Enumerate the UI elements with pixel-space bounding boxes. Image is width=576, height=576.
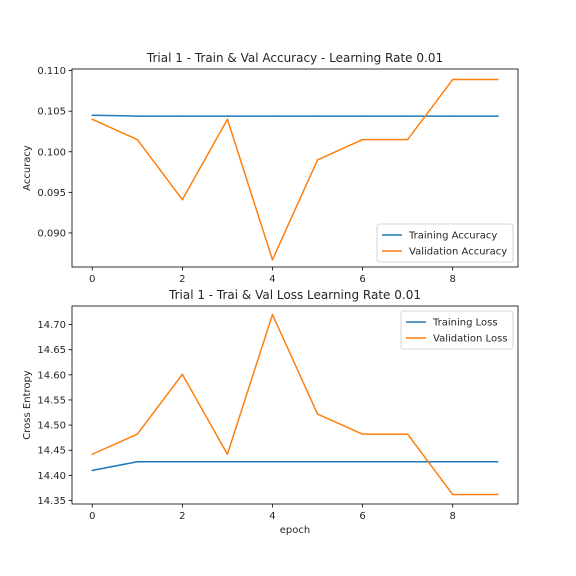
data-point xyxy=(91,114,93,116)
data-point xyxy=(497,79,499,81)
chart-title: Trial 1 - Train & Val Accuracy - Learnin… xyxy=(146,51,443,65)
legend-entry: Training Loss xyxy=(432,318,498,329)
y-axis-label: Accuracy xyxy=(22,145,33,191)
data-point xyxy=(227,115,229,117)
data-point xyxy=(182,115,184,117)
x-tick-label: 8 xyxy=(449,274,455,285)
data-point xyxy=(91,470,93,472)
x-tick-label: 2 xyxy=(179,511,185,522)
series-line-1 xyxy=(92,115,497,116)
y-tick-label: 14.55 xyxy=(37,395,66,406)
data-point xyxy=(362,461,364,463)
data-point xyxy=(137,433,139,435)
data-point xyxy=(452,494,454,496)
y-tick-label: 14.45 xyxy=(37,446,66,457)
y-tick-label: 14.50 xyxy=(37,421,66,432)
data-point xyxy=(362,139,364,141)
data-point xyxy=(497,494,499,496)
data-point xyxy=(137,139,139,141)
data-point xyxy=(227,453,229,455)
y-tick-label: 14.70 xyxy=(37,320,66,331)
y-tick-label: 14.65 xyxy=(37,345,66,356)
data-point xyxy=(272,115,274,117)
y-tick-label: 14.35 xyxy=(37,496,66,507)
data-point xyxy=(317,413,319,415)
y-tick-label: 14.40 xyxy=(37,471,66,482)
data-point xyxy=(91,453,93,455)
data-point xyxy=(182,199,184,201)
y-tick-label: 0.105 xyxy=(37,107,66,118)
data-point xyxy=(407,139,409,141)
data-point xyxy=(137,461,139,463)
legend: Training Accuracy Validation Accuracy xyxy=(377,224,513,262)
series-line-1 xyxy=(92,462,497,471)
chart-title: Trial 1 - Trai & Val Loss Learning Rate … xyxy=(168,288,421,302)
y-tick-label: 0.100 xyxy=(37,147,66,158)
data-point xyxy=(182,374,184,376)
data-point xyxy=(91,119,93,121)
data-point xyxy=(362,115,364,117)
data-point xyxy=(272,314,274,316)
data-point xyxy=(452,115,454,117)
data-point xyxy=(137,115,139,117)
legend-entry: Training Accuracy xyxy=(408,231,497,242)
data-point xyxy=(227,461,229,463)
data-point xyxy=(317,461,319,463)
x-tick-label: 0 xyxy=(89,511,95,522)
y-tick-label: 14.60 xyxy=(37,370,66,381)
data-point xyxy=(407,461,409,463)
data-point xyxy=(227,119,229,121)
data-point xyxy=(452,461,454,463)
x-tick-label: 8 xyxy=(449,511,455,522)
chart-1: Trial 1 - Train & Val Accuracy - Learnin… xyxy=(22,51,518,285)
chart-2: Trial 1 - Trai & Val Loss Learning Rate … xyxy=(22,288,518,536)
y-tick-label: 0.090 xyxy=(37,228,66,239)
data-point xyxy=(272,259,274,261)
data-point xyxy=(362,433,364,435)
x-tick-label: 2 xyxy=(179,274,185,285)
legend: Training Loss Validation Loss xyxy=(401,311,513,349)
data-point xyxy=(497,115,499,117)
legend-entry: Validation Accuracy xyxy=(409,247,507,258)
x-tick-label: 0 xyxy=(89,274,95,285)
data-point xyxy=(497,461,499,463)
x-tick-label: 6 xyxy=(359,511,365,522)
y-tick-label: 0.110 xyxy=(37,66,66,77)
data-point xyxy=(272,461,274,463)
data-point xyxy=(452,79,454,81)
x-axis-label: epoch xyxy=(280,525,310,536)
legend-entry: Validation Loss xyxy=(433,334,508,345)
data-point xyxy=(317,159,319,161)
data-point xyxy=(407,433,409,435)
data-point xyxy=(317,115,319,117)
x-tick-label: 4 xyxy=(269,511,275,522)
data-point xyxy=(407,115,409,117)
x-tick-label: 6 xyxy=(359,274,365,285)
y-tick-label: 0.095 xyxy=(37,188,66,199)
data-point xyxy=(182,461,184,463)
y-axis-label: Cross Entropy xyxy=(22,370,33,440)
x-tick-label: 4 xyxy=(269,274,275,285)
